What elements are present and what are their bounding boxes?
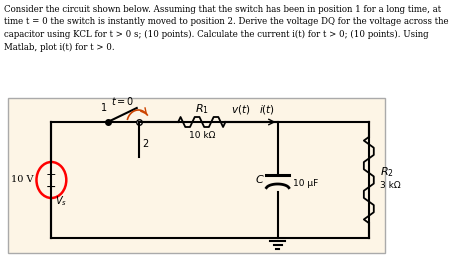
Text: $R_1$: $R_1$ [195,102,209,116]
Text: −: − [46,181,56,194]
Text: $i(t)$: $i(t)$ [259,102,275,116]
Text: 3 kΩ: 3 kΩ [381,182,401,190]
Text: 10 V: 10 V [10,176,33,184]
Text: C: C [255,175,263,185]
Text: 2: 2 [143,139,149,149]
Text: $V_s$: $V_s$ [55,194,67,208]
Text: 10 μF: 10 μF [292,178,318,188]
FancyBboxPatch shape [8,98,384,253]
Text: 1: 1 [101,103,108,113]
Text: $R_2$: $R_2$ [381,165,394,179]
Text: $v(t)$: $v(t)$ [231,102,250,116]
Text: $t = 0$: $t = 0$ [111,95,134,107]
Text: Consider the circuit shown below. Assuming that the switch has been in position : Consider the circuit shown below. Assumi… [4,5,449,52]
Text: 10 kΩ: 10 kΩ [189,131,215,140]
Text: +: + [46,167,57,181]
